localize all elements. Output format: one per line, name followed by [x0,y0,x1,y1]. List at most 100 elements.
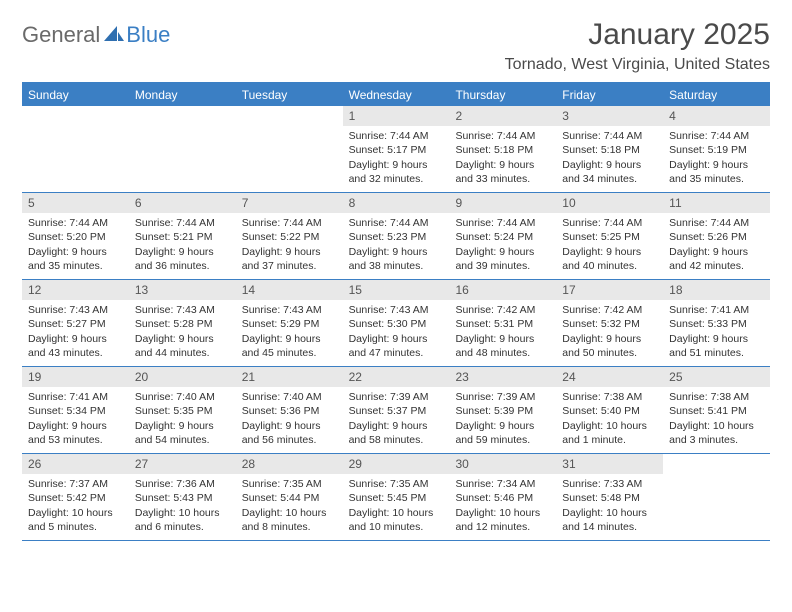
sunrise-text: Sunrise: 7:37 AM [28,477,123,491]
calendar-cell: 26Sunrise: 7:37 AMSunset: 5:42 PMDayligh… [22,454,129,540]
sunset-text: Sunset: 5:43 PM [135,491,230,505]
day-number: 14 [236,280,343,300]
day-number: 26 [22,454,129,474]
sunset-text: Sunset: 5:18 PM [562,143,657,157]
logo: General Blue [22,22,170,48]
calendar-cell: 29Sunrise: 7:35 AMSunset: 5:45 PMDayligh… [343,454,450,540]
sunrise-text: Sunrise: 7:44 AM [28,216,123,230]
daylight1-text: Daylight: 9 hours [242,419,337,433]
sunset-text: Sunset: 5:44 PM [242,491,337,505]
day-number: 30 [449,454,556,474]
sunset-text: Sunset: 5:36 PM [242,404,337,418]
day-number: 13 [129,280,236,300]
daylight1-text: Daylight: 10 hours [135,506,230,520]
calendar-cell [236,106,343,192]
calendar-cell: 8Sunrise: 7:44 AMSunset: 5:23 PMDaylight… [343,193,450,279]
sunrise-text: Sunrise: 7:38 AM [562,390,657,404]
day-number: 4 [663,106,770,126]
daylight2-text: and 53 minutes. [28,433,123,447]
sunrise-text: Sunrise: 7:44 AM [349,129,444,143]
sunrise-text: Sunrise: 7:41 AM [28,390,123,404]
day-number: 22 [343,367,450,387]
day-header: Saturday [663,84,770,106]
day-info: Sunrise: 7:42 AMSunset: 5:31 PMDaylight:… [449,300,556,366]
day-info: Sunrise: 7:33 AMSunset: 5:48 PMDaylight:… [556,474,663,540]
sunrise-text: Sunrise: 7:39 AM [455,390,550,404]
day-info: Sunrise: 7:41 AMSunset: 5:33 PMDaylight:… [663,300,770,366]
calendar-cell: 12Sunrise: 7:43 AMSunset: 5:27 PMDayligh… [22,280,129,366]
calendar-cell: 15Sunrise: 7:43 AMSunset: 5:30 PMDayligh… [343,280,450,366]
daylight1-text: Daylight: 9 hours [562,158,657,172]
daylight2-text: and 51 minutes. [669,346,764,360]
day-number: 15 [343,280,450,300]
sunset-text: Sunset: 5:29 PM [242,317,337,331]
day-number: 2 [449,106,556,126]
daylight2-text: and 59 minutes. [455,433,550,447]
sunset-text: Sunset: 5:18 PM [455,143,550,157]
day-number: 10 [556,193,663,213]
sunset-text: Sunset: 5:28 PM [135,317,230,331]
sunrise-text: Sunrise: 7:35 AM [349,477,444,491]
day-info: Sunrise: 7:42 AMSunset: 5:32 PMDaylight:… [556,300,663,366]
calendar-cell: 16Sunrise: 7:42 AMSunset: 5:31 PMDayligh… [449,280,556,366]
daylight1-text: Daylight: 10 hours [562,506,657,520]
day-number: 27 [129,454,236,474]
daylight2-text: and 48 minutes. [455,346,550,360]
week-row: 5Sunrise: 7:44 AMSunset: 5:20 PMDaylight… [22,193,770,280]
weeks-container: 1Sunrise: 7:44 AMSunset: 5:17 PMDaylight… [22,106,770,541]
day-info: Sunrise: 7:44 AMSunset: 5:23 PMDaylight:… [343,213,450,279]
day-info: Sunrise: 7:41 AMSunset: 5:34 PMDaylight:… [22,387,129,453]
sunset-text: Sunset: 5:24 PM [455,230,550,244]
calendar-cell: 6Sunrise: 7:44 AMSunset: 5:21 PMDaylight… [129,193,236,279]
calendar-cell: 19Sunrise: 7:41 AMSunset: 5:34 PMDayligh… [22,367,129,453]
daylight1-text: Daylight: 10 hours [562,419,657,433]
day-number: 17 [556,280,663,300]
calendar-cell: 28Sunrise: 7:35 AMSunset: 5:44 PMDayligh… [236,454,343,540]
daylight2-text: and 56 minutes. [242,433,337,447]
daylight1-text: Daylight: 9 hours [349,158,444,172]
day-number: 9 [449,193,556,213]
calendar-cell: 5Sunrise: 7:44 AMSunset: 5:20 PMDaylight… [22,193,129,279]
sunrise-text: Sunrise: 7:38 AM [669,390,764,404]
day-number: 6 [129,193,236,213]
daylight1-text: Daylight: 10 hours [349,506,444,520]
sunrise-text: Sunrise: 7:44 AM [669,129,764,143]
sunset-text: Sunset: 5:48 PM [562,491,657,505]
sunset-text: Sunset: 5:17 PM [349,143,444,157]
day-info: Sunrise: 7:43 AMSunset: 5:27 PMDaylight:… [22,300,129,366]
daylight2-text: and 1 minute. [562,433,657,447]
sunset-text: Sunset: 5:27 PM [28,317,123,331]
daylight1-text: Daylight: 9 hours [28,245,123,259]
sunrise-text: Sunrise: 7:43 AM [242,303,337,317]
daylight2-text: and 5 minutes. [28,520,123,534]
sunrise-text: Sunrise: 7:44 AM [135,216,230,230]
day-info: Sunrise: 7:44 AMSunset: 5:25 PMDaylight:… [556,213,663,279]
daylight2-text: and 14 minutes. [562,520,657,534]
daylight1-text: Daylight: 10 hours [669,419,764,433]
daylight2-text: and 47 minutes. [349,346,444,360]
calendar-cell: 17Sunrise: 7:42 AMSunset: 5:32 PMDayligh… [556,280,663,366]
daylight2-text: and 33 minutes. [455,172,550,186]
sunrise-text: Sunrise: 7:43 AM [135,303,230,317]
sunset-text: Sunset: 5:19 PM [669,143,764,157]
daylight1-text: Daylight: 9 hours [242,245,337,259]
calendar-cell: 18Sunrise: 7:41 AMSunset: 5:33 PMDayligh… [663,280,770,366]
calendar-cell: 7Sunrise: 7:44 AMSunset: 5:22 PMDaylight… [236,193,343,279]
calendar-cell: 31Sunrise: 7:33 AMSunset: 5:48 PMDayligh… [556,454,663,540]
day-info: Sunrise: 7:44 AMSunset: 5:18 PMDaylight:… [449,126,556,192]
day-header-row: SundayMondayTuesdayWednesdayThursdayFrid… [22,84,770,106]
daylight1-text: Daylight: 9 hours [135,419,230,433]
daylight2-text: and 10 minutes. [349,520,444,534]
day-info: Sunrise: 7:40 AMSunset: 5:35 PMDaylight:… [129,387,236,453]
sunrise-text: Sunrise: 7:39 AM [349,390,444,404]
day-number: 7 [236,193,343,213]
calendar-cell: 4Sunrise: 7:44 AMSunset: 5:19 PMDaylight… [663,106,770,192]
day-info: Sunrise: 7:38 AMSunset: 5:41 PMDaylight:… [663,387,770,453]
day-header: Thursday [449,84,556,106]
calendar-cell: 1Sunrise: 7:44 AMSunset: 5:17 PMDaylight… [343,106,450,192]
daylight1-text: Daylight: 9 hours [562,332,657,346]
calendar-cell: 24Sunrise: 7:38 AMSunset: 5:40 PMDayligh… [556,367,663,453]
day-info: Sunrise: 7:44 AMSunset: 5:18 PMDaylight:… [556,126,663,192]
day-info: Sunrise: 7:44 AMSunset: 5:19 PMDaylight:… [663,126,770,192]
calendar-cell: 13Sunrise: 7:43 AMSunset: 5:28 PMDayligh… [129,280,236,366]
